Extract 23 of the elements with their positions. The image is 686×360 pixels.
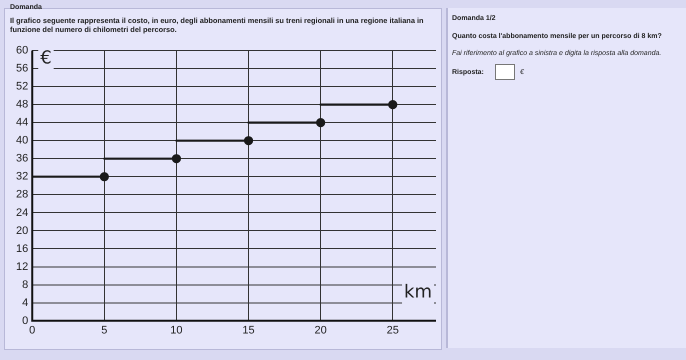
y-tick-label: 16: [16, 242, 28, 255]
y-tick-label: 32: [16, 170, 28, 183]
y-tick-label: 24: [16, 206, 28, 219]
y-tick-label: 40: [16, 134, 28, 147]
x-tick-label: 20: [314, 324, 327, 336]
y-tick-label: 52: [16, 80, 28, 93]
x-tick-label: 5: [101, 324, 108, 336]
y-tick-label: 28: [16, 188, 28, 201]
y-tick-label: 0: [22, 314, 28, 327]
y-tick-label: 44: [16, 116, 28, 129]
y-tick-label: 4: [22, 296, 28, 309]
y-axis-title: €: [40, 47, 52, 68]
x-tick-label: 10: [170, 324, 183, 336]
y-tick-label: 12: [16, 260, 28, 273]
y-tick-label: 8: [22, 278, 28, 291]
x-tick-label: 15: [242, 324, 255, 336]
y-tick-label: 36: [16, 152, 28, 165]
y-tick-label: 20: [16, 224, 28, 237]
x-tick-label: 25: [386, 324, 399, 336]
y-tick-label: 56: [16, 62, 28, 75]
y-tick-label: 48: [16, 98, 28, 111]
y-tick-label: 60: [16, 44, 28, 57]
x-axis-title: km: [404, 281, 432, 302]
